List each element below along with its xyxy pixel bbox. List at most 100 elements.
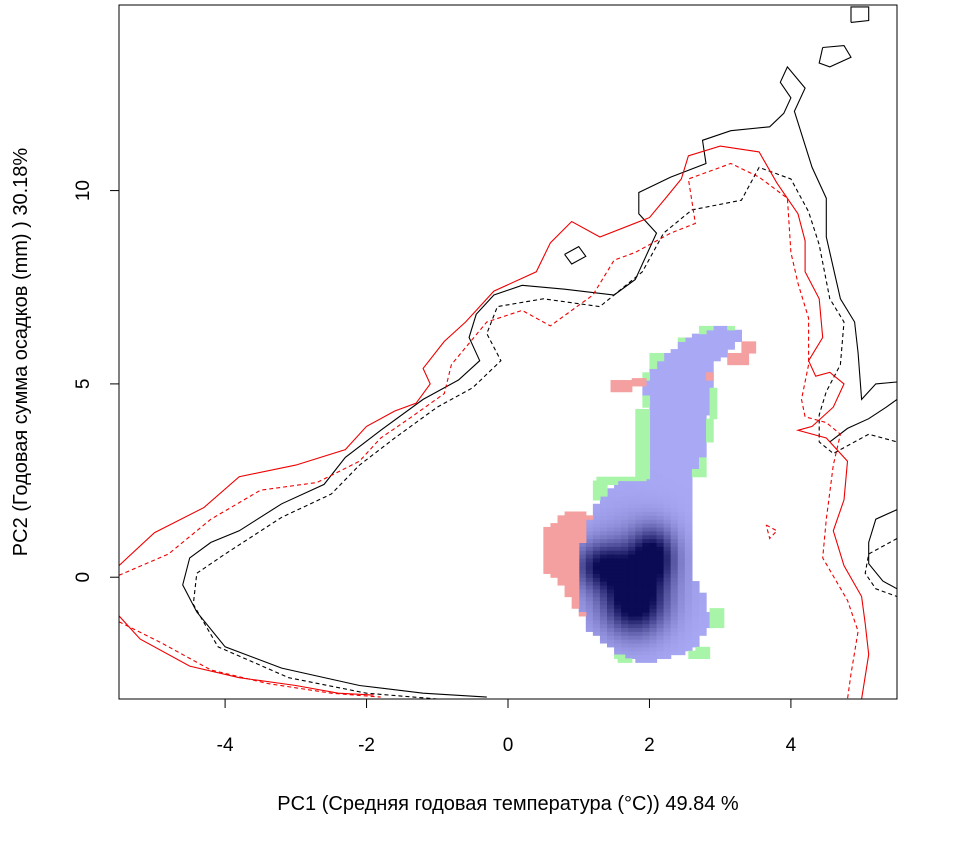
- heatmap-cell: [670, 492, 679, 497]
- heatmap-cell: [642, 584, 651, 590]
- heatmap-cell: [656, 434, 665, 439]
- heatmap-cell: [628, 577, 636, 582]
- heatmap-cell: [691, 612, 700, 617]
- heatmap-cell: [695, 650, 704, 656]
- heatmap-cell: [677, 364, 686, 370]
- heatmap-cell: [543, 534, 552, 540]
- heatmap-cell: [550, 554, 559, 559]
- heatmap-cell: [649, 569, 658, 574]
- heatmap-cell: [727, 341, 735, 346]
- heatmap-cell: [585, 561, 594, 567]
- heatmap-cell: [677, 612, 686, 617]
- heatmap-cell: [656, 476, 665, 482]
- heatmap-cell: [635, 550, 643, 555]
- heatmap-cell: [698, 399, 707, 404]
- heatmap-cell: [610, 380, 619, 385]
- heatmap-cell: [684, 615, 693, 621]
- heatmap-cell: [635, 523, 643, 528]
- heatmap-cell: [670, 627, 679, 632]
- heatmap-cell: [670, 461, 679, 466]
- heatmap-cell: [592, 581, 601, 586]
- heatmap-cell: [677, 484, 686, 489]
- heatmap-cell: [698, 468, 707, 474]
- heatmap-cell: [670, 573, 679, 578]
- heatmap-cell: [635, 519, 643, 524]
- heatmap-cell: [670, 523, 679, 528]
- heatmap-cell: [663, 619, 672, 625]
- heatmap-cell: [663, 623, 672, 629]
- heatmap-cell: [691, 619, 700, 625]
- heatmap-cell: [642, 631, 651, 636]
- heatmap-cell: [621, 623, 629, 629]
- heatmap-cell: [550, 523, 559, 528]
- heatmap-cell: [628, 581, 636, 586]
- heatmap-cell: [691, 596, 700, 602]
- heatmap-cell: [670, 650, 679, 656]
- heatmap-cell: [614, 530, 622, 536]
- heatmap-cell: [635, 619, 643, 625]
- heatmap-cell: [709, 387, 718, 393]
- heatmap-cell: [656, 461, 665, 466]
- heatmap-cell: [642, 658, 651, 663]
- heatmap-cell: [691, 461, 700, 466]
- heatmap-cell: [677, 345, 686, 350]
- heatmap-cell: [631, 378, 640, 383]
- heatmap-cell: [702, 654, 711, 660]
- heatmap-cell: [713, 349, 721, 354]
- heatmap-cell: [599, 596, 608, 602]
- heatmap-cell: [684, 337, 693, 342]
- heatmap-cell: [663, 542, 672, 547]
- heatmap-cell: [635, 581, 643, 586]
- heatmap-cell: [635, 420, 643, 426]
- heatmap-cell: [628, 554, 636, 559]
- heatmap-cell: [691, 600, 700, 605]
- heatmap-cell: [607, 561, 615, 567]
- heatmap-cell: [571, 511, 580, 516]
- heatmap-cell: [649, 499, 658, 505]
- heatmap-cell: [642, 577, 651, 582]
- heatmap-cell: [698, 445, 707, 451]
- heatmap-cell: [684, 407, 693, 412]
- heatmap-cell: [614, 511, 622, 516]
- heatmap-cell: [596, 476, 605, 482]
- heatmap-cell: [656, 646, 665, 652]
- plot-frame: [118, 4, 898, 700]
- heatmap-cell: [610, 476, 619, 482]
- heatmap-cell: [663, 364, 672, 370]
- heatmap-cell: [748, 341, 757, 346]
- heatmap-cell: [635, 451, 643, 457]
- heatmap-cell: [677, 492, 686, 497]
- heatmap-cell: [557, 561, 566, 567]
- heatmap-cell: [670, 503, 679, 509]
- heatmap-cell: [663, 546, 672, 551]
- heatmap-cell: [684, 608, 693, 613]
- heatmap-cell: [585, 526, 594, 532]
- heatmap-cell: [677, 635, 686, 640]
- heatmap-cell: [727, 360, 735, 366]
- heatmap-cell: [709, 619, 718, 625]
- heatmap-cell: [684, 430, 693, 435]
- heatmap-cell: [628, 608, 636, 613]
- heatmap-cell: [543, 565, 552, 571]
- heatmap-cell: [691, 608, 700, 613]
- heatmap-cell: [635, 534, 643, 540]
- heatmap-cell: [614, 546, 622, 551]
- heatmap-cell: [635, 412, 643, 418]
- heatmap-cell: [670, 550, 679, 555]
- heatmap-cell: [571, 588, 580, 594]
- heatmap-cell: [614, 573, 622, 578]
- heatmap-cell: [656, 600, 665, 605]
- heatmap-cell: [663, 422, 672, 428]
- heatmap-cell: [642, 455, 651, 460]
- heatmap-cell: [663, 600, 672, 605]
- heatmap-cell: [677, 480, 686, 486]
- heatmap-cell: [663, 372, 672, 377]
- heatmap-cell: [642, 588, 651, 594]
- heatmap-cell: [649, 360, 658, 366]
- heatmap-cell: [592, 600, 601, 605]
- heatmap-cell: [614, 581, 622, 586]
- heatmap-cell: [614, 492, 622, 497]
- heatmap-cell: [578, 600, 587, 605]
- heatmap-cell: [734, 333, 742, 339]
- heatmap-cell: [670, 414, 679, 420]
